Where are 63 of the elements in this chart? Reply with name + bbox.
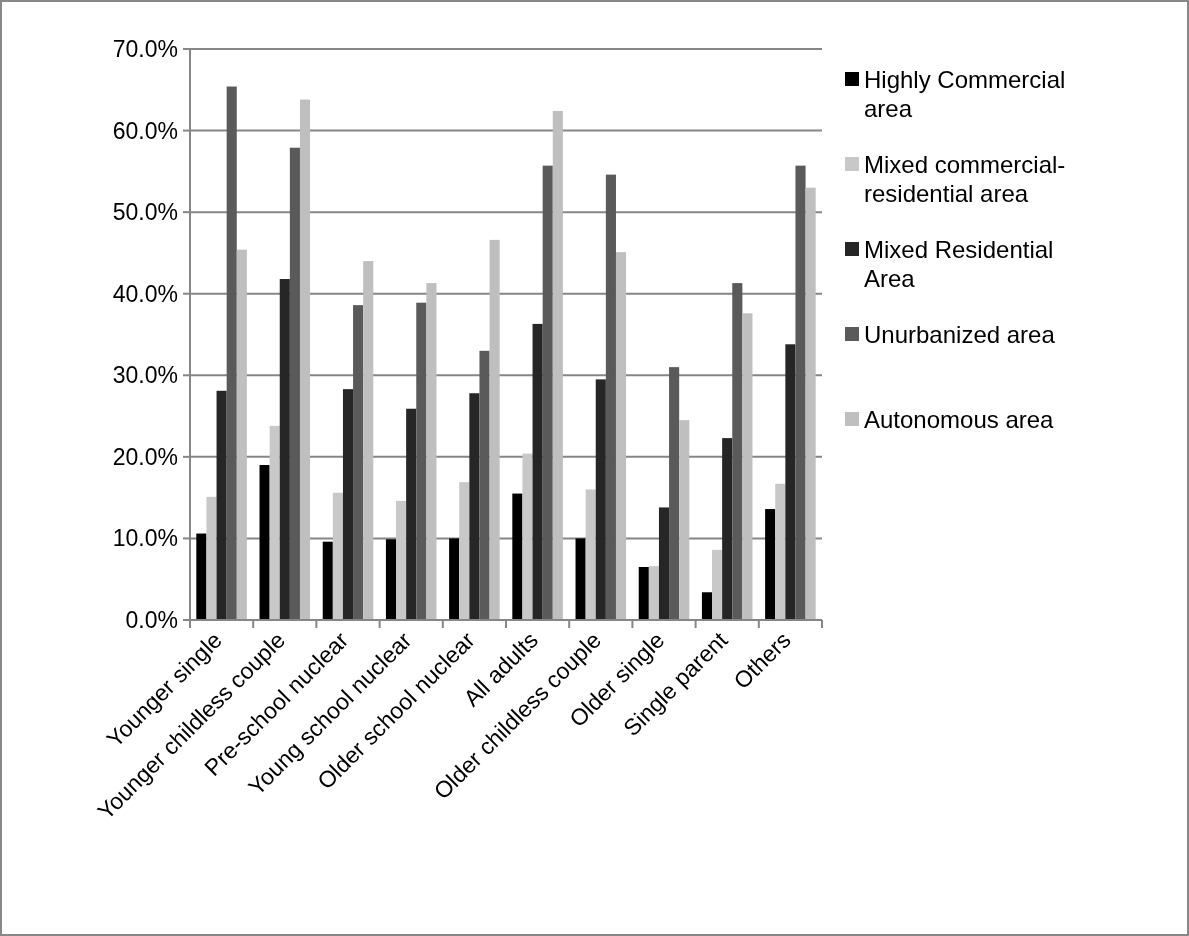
- bar: [236, 249, 247, 620]
- bar: [615, 252, 627, 620]
- bar: [489, 239, 500, 620]
- bar: [775, 483, 786, 620]
- bar: [765, 509, 776, 620]
- bar: [353, 305, 364, 620]
- bar: [479, 350, 490, 620]
- y-tick-label: 70.0%: [112, 36, 178, 63]
- bar: [385, 539, 397, 620]
- bar: [279, 279, 290, 620]
- bar: [732, 283, 743, 620]
- legend-label: Unurbanized area: [864, 321, 1056, 349]
- bar: [552, 110, 563, 620]
- legend-label: Mixed Residential Area: [864, 236, 1054, 293]
- bar: [299, 99, 311, 620]
- bar: [595, 379, 606, 620]
- bar: [522, 453, 533, 620]
- bar: [605, 174, 616, 620]
- y-tick-label: 20.0%: [112, 443, 178, 470]
- bar: [722, 438, 733, 620]
- bar: [459, 482, 470, 620]
- bar: [638, 566, 649, 620]
- bar: [512, 493, 523, 620]
- bar: [542, 165, 553, 620]
- bar: [363, 261, 374, 620]
- bar: [406, 408, 417, 620]
- bar: [805, 187, 816, 620]
- bar: [785, 344, 796, 620]
- bar: [658, 507, 670, 620]
- bar: [196, 533, 207, 620]
- bar: [795, 165, 806, 620]
- bar: [259, 465, 270, 620]
- bar: [701, 592, 713, 620]
- bar: [679, 420, 690, 620]
- bar: [396, 500, 407, 620]
- bar: [742, 313, 753, 620]
- bar: [575, 538, 586, 620]
- y-tick-label: 30.0%: [112, 362, 178, 389]
- bar: [332, 492, 343, 620]
- y-tick-label: 10.0%: [112, 525, 178, 552]
- bar: [216, 390, 227, 620]
- bar: [669, 367, 680, 620]
- bar: [585, 489, 596, 620]
- bar: [648, 566, 659, 620]
- bar: [226, 86, 237, 620]
- legend-label: Autonomous area: [864, 406, 1055, 434]
- bar: [532, 323, 543, 620]
- y-tick-label: 50.0%: [112, 199, 178, 226]
- legend-label: Mixed commercial-residential area: [864, 151, 1066, 208]
- bar: [416, 302, 427, 620]
- bar: [206, 496, 217, 620]
- y-tick-label: 60.0%: [112, 117, 178, 144]
- bar: [269, 425, 280, 620]
- legend-label: Highly Commercial area: [864, 66, 1066, 123]
- bar: [469, 393, 480, 620]
- y-tick-label: 40.0%: [112, 280, 178, 307]
- bar: [449, 538, 460, 620]
- bar: [322, 541, 333, 620]
- bar: [426, 283, 437, 620]
- bar: [342, 389, 354, 620]
- bar: [712, 549, 723, 620]
- bar: [289, 147, 300, 620]
- y-tick-label: 0.0%: [125, 607, 178, 634]
